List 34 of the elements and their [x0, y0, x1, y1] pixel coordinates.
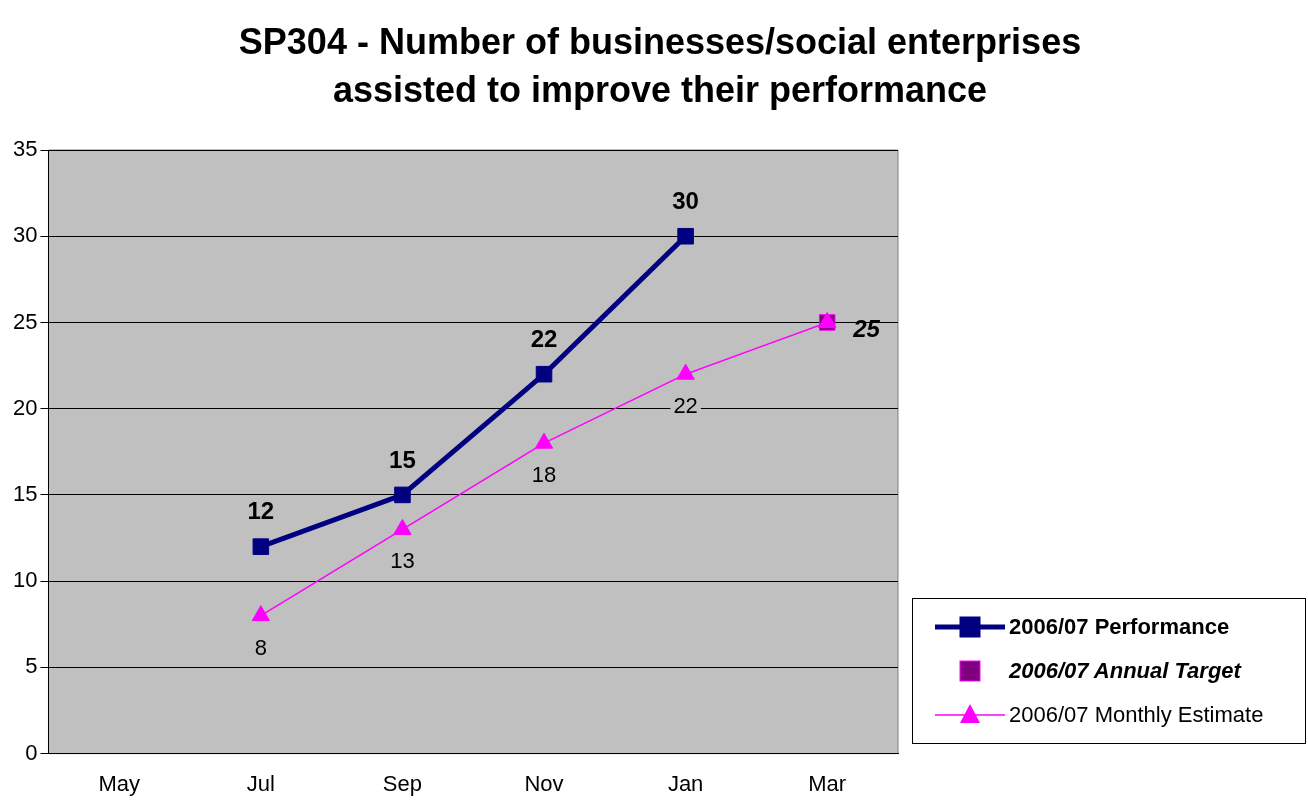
- data-label: 8: [254, 634, 267, 660]
- data-label: 12: [247, 497, 275, 525]
- x-tick-label: Jan: [667, 770, 704, 796]
- y-tick-label: 35: [12, 136, 38, 162]
- y-tick-label: 30: [12, 222, 38, 248]
- point: [677, 227, 694, 245]
- legend-label: 2006/07 Performance: [1009, 614, 1230, 640]
- y-tick-label: 20: [12, 394, 38, 420]
- y-tick-label: 25: [12, 308, 38, 334]
- point: [676, 363, 695, 380]
- data-label: 30: [672, 186, 699, 214]
- chart-title: SP304 - Number of businesses/social enterprises assisted to improve their performance: [237, 20, 1083, 112]
- point: [394, 486, 411, 504]
- data-label: 13: [390, 548, 415, 574]
- legend-label: 2006/07 Monthly Estimate: [1009, 702, 1264, 728]
- y-tick-label: 5: [25, 653, 38, 679]
- data-label: 22: [530, 324, 558, 352]
- point: [251, 605, 271, 622]
- y-tick-label: 15: [12, 480, 38, 506]
- x-tick-label: Jul: [246, 770, 275, 796]
- point: [535, 365, 553, 383]
- point: [393, 518, 412, 535]
- legend-label: 2006/07 Annual Target: [1009, 658, 1241, 684]
- x-tick-label: May: [98, 770, 141, 796]
- data-label: 18: [531, 462, 557, 488]
- point: [534, 432, 554, 449]
- data-label: 22: [673, 393, 698, 419]
- x-tick-label: Nov: [524, 770, 564, 796]
- x-tick-label: Mar: [808, 770, 847, 796]
- y-tick-label: 0: [25, 739, 38, 765]
- y-tick-label: 10: [12, 567, 38, 593]
- x-tick-label: Sep: [382, 770, 423, 796]
- data-label: 15: [389, 445, 416, 473]
- point: [252, 538, 270, 555]
